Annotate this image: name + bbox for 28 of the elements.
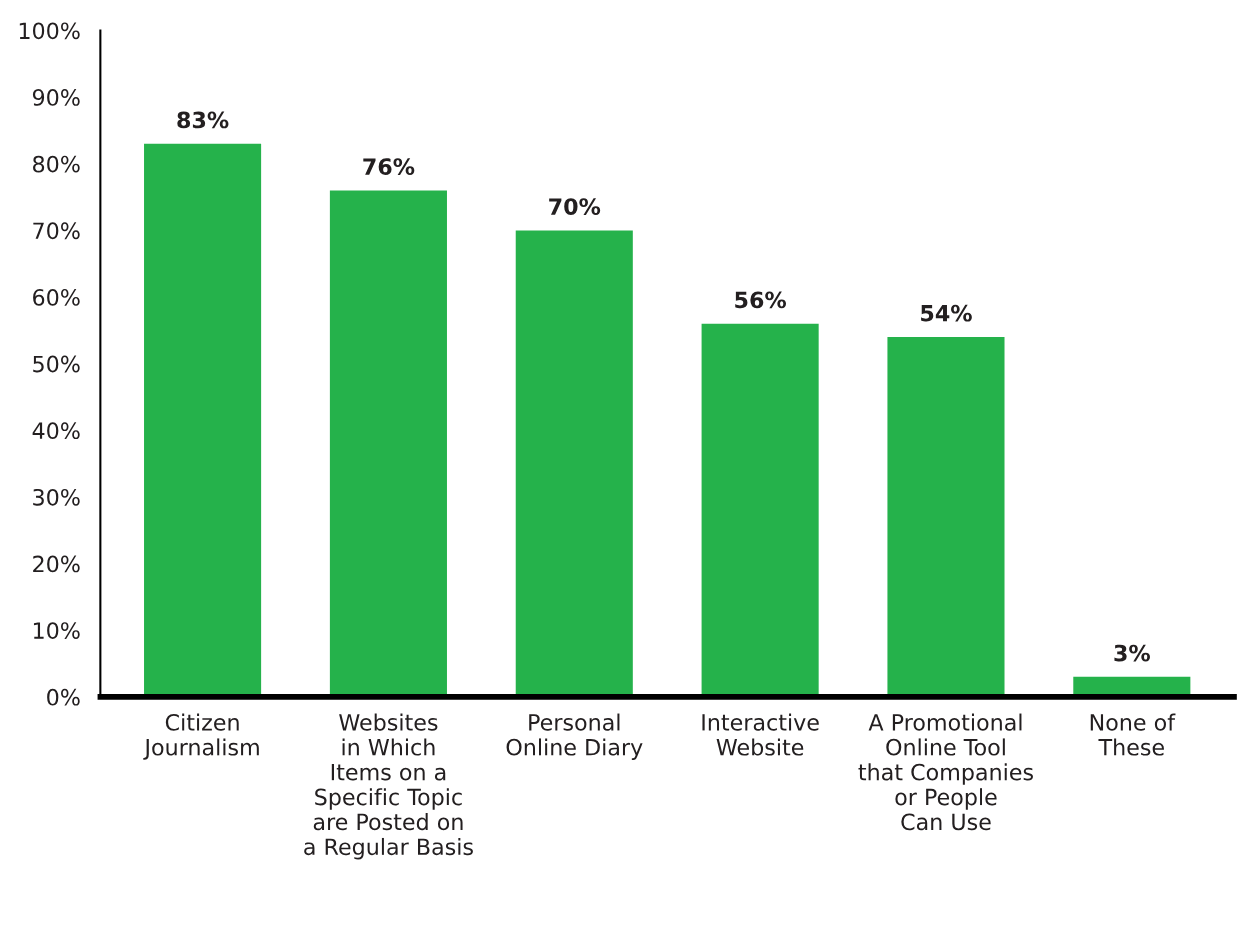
y-tick-label: 90% xyxy=(32,89,80,106)
bar xyxy=(329,190,447,697)
y-tick-label: 20% xyxy=(33,555,80,573)
data-label: 70% xyxy=(549,198,601,215)
y-tick-label: 40% xyxy=(32,422,80,440)
bar xyxy=(144,143,262,697)
data-label: 3% xyxy=(1114,644,1150,662)
data-label: 56% xyxy=(735,291,787,309)
bar xyxy=(887,337,1005,697)
x-tick-label: Websites in Which Items on a Specific Topic are Posted on a Regular Basis xyxy=(304,713,473,860)
x-tick-label: None of These xyxy=(1090,713,1176,756)
y-tick-label: 30% xyxy=(33,488,80,506)
data-label: 83% xyxy=(177,111,229,129)
x-tick-label: A Promotional Online Tool that Companies or People Can Use xyxy=(858,713,1033,831)
y-tick-label: 50% xyxy=(33,355,80,373)
y-tick-label: 70% xyxy=(33,222,80,240)
x-tick-label: Personal Online Diary xyxy=(506,713,643,760)
bar xyxy=(701,323,819,697)
y-tick-label: 0% xyxy=(47,688,80,706)
y-tick-label: 80% xyxy=(33,155,80,173)
data-label: 54% xyxy=(921,304,972,322)
y-tick-label: 10% xyxy=(33,622,80,639)
y-tick-label: 60% xyxy=(33,288,80,306)
x-tick-label: Citizen Journalism xyxy=(143,713,259,760)
x-tick-label: Interactive Website xyxy=(702,713,819,756)
bar xyxy=(515,230,633,697)
y-tick-label: 100% xyxy=(19,22,80,40)
data-label: 76% xyxy=(363,158,415,175)
